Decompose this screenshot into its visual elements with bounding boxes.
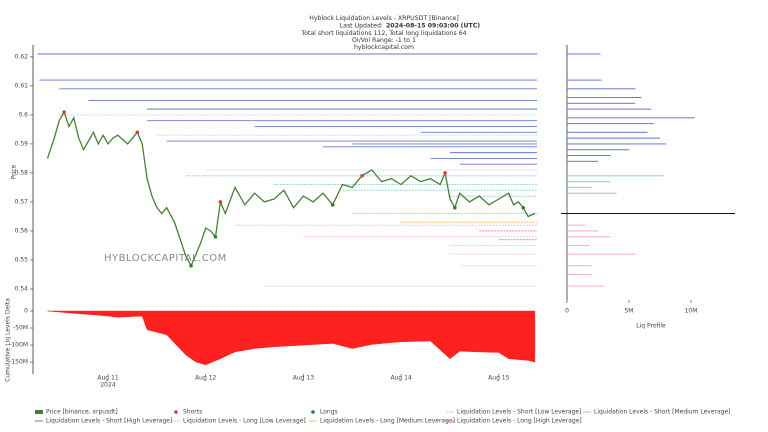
liq-marker — [213, 234, 218, 239]
liq-marker — [360, 174, 364, 178]
legend-swatch — [311, 410, 315, 414]
x-year-label: 2024 — [100, 382, 115, 389]
y-tick-label: 0.59 — [15, 140, 29, 147]
profile-bar — [567, 230, 598, 232]
profile-bar — [567, 192, 617, 194]
watermark: HYBLOCKCAPITAL.COM — [104, 253, 227, 264]
y-tick-label: 0.57 — [15, 198, 29, 205]
profile-bar — [567, 149, 629, 151]
profile-bar — [567, 137, 660, 139]
y-tick-label: 0.62 — [15, 53, 29, 60]
profile-bar — [567, 224, 586, 226]
liq-marker — [218, 200, 223, 204]
legend-label: Liquidation Levels - Long [High Leverage… — [457, 418, 582, 425]
y-tick-label: 0.61 — [15, 82, 29, 89]
y-tick-label: 0 — [24, 308, 28, 315]
y-tick-label: -100M — [9, 342, 28, 349]
chart-title: Hyblock Liquidation Levels - XRPUSDT [Bi… — [309, 15, 459, 22]
x-tick-label: 5M — [624, 308, 633, 315]
y-tick-label: 0.58 — [15, 169, 29, 176]
profile-bar — [567, 102, 636, 104]
profile-bar — [567, 181, 611, 183]
x-tick-label: Aug 11 — [97, 375, 118, 382]
legend-swatch — [174, 410, 178, 414]
profile-bar — [567, 79, 602, 81]
profile-bar — [567, 244, 590, 246]
profile-bar — [567, 117, 695, 119]
legend-label: Liquidation Levels - Short [Medium Lever… — [594, 409, 731, 416]
profile-bar — [567, 253, 636, 255]
legend-label: Liquidation Levels - Long [Low Leverage] — [183, 418, 306, 425]
y-tick-label: 0.55 — [15, 256, 29, 263]
profile-bar — [567, 131, 648, 133]
legend-label: Price [binance, xrpusdt] — [46, 409, 118, 416]
delta-area — [47, 310, 536, 366]
profile-bar — [567, 285, 605, 287]
liq-marker — [189, 263, 193, 268]
range: OI/Vol Range: -1 to 1 — [352, 37, 416, 44]
y-tick-label: 0.6 — [18, 111, 28, 118]
x-tick-label: 0 — [565, 308, 569, 315]
y-axis-label: Price — [11, 164, 18, 179]
liq-marker — [443, 171, 447, 175]
x-tick-label: Aug 14 — [390, 375, 411, 382]
profile-bar — [567, 155, 611, 157]
legend-label: Liquidation Levels - Short [Low Leverage… — [457, 409, 581, 416]
liq-marker — [453, 205, 457, 210]
legend-label: Liquidation Levels - Long [Medium Levera… — [320, 418, 455, 425]
updated-label: Last Updated: — [340, 23, 383, 30]
profile-bar — [567, 123, 654, 125]
price-line — [46, 110, 536, 268]
legend-swatch — [35, 410, 43, 414]
profile-axis-label: Liq Profile — [636, 323, 666, 330]
profile-bar — [567, 88, 636, 90]
source: hyblockcapital.com — [354, 44, 414, 51]
profile-bar — [567, 53, 601, 55]
x-tick-label: Aug 13 — [293, 375, 314, 382]
profile-bar — [567, 108, 652, 110]
profile-bar — [567, 236, 611, 238]
x-tick-label: Aug 15 — [488, 375, 509, 382]
x-tick-label: Aug 12 — [195, 375, 216, 382]
delta-axis-label: Cumulative Liq Levels Delta — [5, 298, 12, 382]
profile-bar — [567, 186, 592, 188]
profile-bar — [567, 175, 664, 177]
y-tick-label: 0.54 — [15, 285, 29, 292]
liq-marker — [135, 130, 140, 135]
liq-marker — [62, 110, 66, 114]
profile-bar — [567, 265, 592, 267]
y-tick-label: -150M — [9, 359, 28, 366]
legend-label: Longs — [320, 409, 338, 416]
profile-bar — [567, 97, 642, 99]
totals: Total short liquidations 112, Total long… — [300, 30, 466, 37]
x-tick-label: 10M — [685, 308, 698, 315]
profile-bar — [567, 143, 667, 145]
updated: 2024-08-15 09:03:00 (UTC) — [386, 23, 480, 30]
liq-marker — [521, 205, 526, 210]
legend-label: Liquidation Levels - Short [High Leverag… — [46, 418, 172, 425]
y-tick-label: 0.56 — [15, 227, 29, 234]
legend-label: Shorts — [183, 409, 202, 416]
liq-marker — [330, 203, 335, 207]
y-tick-label: -50M — [13, 325, 28, 332]
profile-bar — [567, 273, 592, 275]
profile-bar — [567, 160, 598, 162]
